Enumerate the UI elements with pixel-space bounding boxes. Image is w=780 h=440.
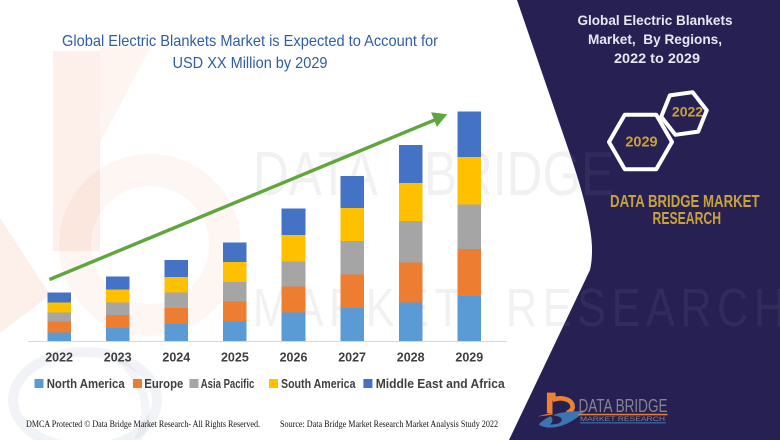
svg-text:2024: 2024 (162, 351, 190, 365)
svg-text:DATA BRIDGE MARKET: DATA BRIDGE MARKET (610, 191, 760, 211)
svg-text:2025: 2025 (221, 351, 249, 365)
svg-text:BRIDGE: BRIDGE (424, 139, 614, 209)
svg-text:2022: 2022 (45, 351, 73, 365)
svg-text:2027: 2027 (338, 351, 366, 365)
svg-text:North America: North America (47, 377, 126, 391)
svg-text:2022: 2022 (672, 104, 703, 120)
svg-text:Market, By Regions,: Market, By Regions, (588, 31, 722, 47)
svg-text:2029: 2029 (625, 135, 657, 151)
svg-text:Global Electric Blankets: Global Electric Blankets (578, 12, 733, 28)
svg-text:2028: 2028 (397, 351, 425, 365)
svg-text:South America: South America (281, 377, 356, 391)
svg-text:Europe: Europe (144, 377, 183, 391)
svg-text:USD XX Million by 2029: USD XX Million by 2029 (173, 55, 328, 72)
svg-text:Source: Data Bridge Market Res: Source: Data Bridge Market Research Mark… (280, 419, 498, 429)
svg-text:Global Electric Blankets Marke: Global Electric Blankets Market is Expec… (62, 33, 439, 50)
svg-text:RESEARCH: RESEARCH (653, 208, 722, 228)
svg-text:DATA BRIDGE: DATA BRIDGE (579, 396, 668, 416)
svg-text:DMCA Protected © Data Bridge M: DMCA Protected © Data Bridge Market Rese… (26, 419, 260, 429)
svg-text:2029: 2029 (455, 351, 483, 365)
svg-text:Middle East and Africa: Middle East and Africa (376, 377, 506, 391)
svg-text:MARKET RESEARCH: MARKET RESEARCH (580, 416, 665, 423)
svg-text:2022 to 2029: 2022 to 2029 (614, 50, 700, 66)
svg-text:2023: 2023 (104, 351, 132, 365)
svg-text:Asia Pacific: Asia Pacific (201, 377, 255, 391)
svg-text:2026: 2026 (280, 351, 308, 365)
